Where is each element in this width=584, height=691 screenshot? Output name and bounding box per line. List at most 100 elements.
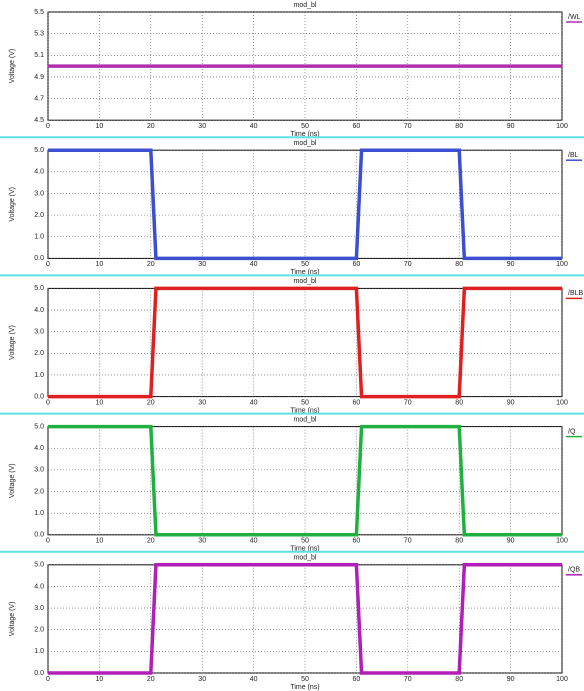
- y-axis-label: Voltage (V): [9, 49, 16, 84]
- y-tick-label: 5.0: [34, 147, 44, 154]
- x-axis-label: Time (ns): [290, 131, 319, 138]
- x-tick-label: 100: [556, 538, 568, 545]
- x-tick-label: 0: [46, 261, 50, 268]
- chart-title: mod_bl: [294, 2, 317, 9]
- legend-label: /BL: [568, 152, 579, 159]
- y-tick-label: 4.0: [34, 445, 44, 452]
- x-tick-label: 100: [556, 676, 568, 683]
- series-line: [48, 286, 562, 399]
- x-tick-label: 10: [96, 123, 104, 130]
- x-tick-label: 20: [147, 676, 155, 683]
- x-tick-label: 10: [96, 676, 104, 683]
- y-tick-label: 3.0: [34, 605, 44, 612]
- y-tick-label: 2.0: [34, 627, 44, 634]
- legend-label: /Q: [568, 428, 576, 435]
- chart-title: mod_bl: [294, 278, 317, 285]
- x-tick-label: 20: [147, 261, 155, 268]
- y-tick-label: 5.5: [34, 9, 44, 16]
- x-tick-label: 80: [455, 261, 463, 268]
- x-tick-label: 100: [556, 399, 568, 406]
- y-tick-label: 1.0: [34, 372, 44, 379]
- x-tick-label: 60: [353, 538, 361, 545]
- x-tick-label: 20: [147, 399, 155, 406]
- y-tick-label: 1.0: [34, 510, 44, 517]
- x-tick-label: 30: [198, 676, 206, 683]
- x-tick-label: 50: [301, 676, 309, 683]
- x-tick-label: 90: [507, 538, 515, 545]
- x-tick-label: 30: [198, 261, 206, 268]
- chart-title: mod_bl: [294, 140, 317, 147]
- y-tick-label: 1.0: [34, 648, 44, 655]
- x-tick-label: 80: [455, 676, 463, 683]
- x-tick-label: 80: [455, 538, 463, 545]
- x-axis-label: Time (ns): [290, 407, 319, 414]
- x-tick-label: 30: [198, 123, 206, 130]
- y-tick-label: 5.0: [34, 562, 44, 569]
- x-tick-label: 90: [507, 399, 515, 406]
- y-tick-label: 5.0: [34, 285, 44, 292]
- x-tick-label: 70: [404, 676, 412, 683]
- x-tick-label: 50: [301, 538, 309, 545]
- x-tick-label: 70: [404, 261, 412, 268]
- x-tick-label: 80: [455, 123, 463, 130]
- x-axis-label: Time (ns): [290, 269, 319, 276]
- y-tick-label: 0.0: [34, 532, 44, 539]
- x-tick-label: 70: [404, 399, 412, 406]
- x-tick-label: 50: [301, 399, 309, 406]
- x-tick-label: 60: [353, 676, 361, 683]
- x-tick-label: 40: [250, 123, 258, 130]
- y-tick-label: 2.0: [34, 212, 44, 219]
- x-tick-label: 60: [353, 261, 361, 268]
- y-tick-label: 4.5: [34, 117, 44, 124]
- x-tick-label: 0: [46, 123, 50, 130]
- y-axis-label: Voltage (V): [9, 325, 16, 360]
- y-tick-label: 4.0: [34, 307, 44, 314]
- x-tick-label: 0: [46, 538, 50, 545]
- chart-title: mod_bl: [294, 555, 317, 562]
- chart-title: mod_bl: [294, 416, 317, 423]
- series-line: [48, 424, 562, 537]
- x-tick-label: 90: [507, 123, 515, 130]
- x-tick-label: 0: [46, 676, 50, 683]
- y-tick-label: 4.7: [34, 95, 44, 102]
- x-tick-label: 50: [301, 261, 309, 268]
- x-tick-label: 90: [507, 261, 515, 268]
- series-line: [48, 563, 562, 675]
- x-tick-label: 20: [147, 538, 155, 545]
- y-tick-label: 4.0: [34, 169, 44, 176]
- x-tick-label: 0: [46, 399, 50, 406]
- x-tick-label: 60: [353, 399, 361, 406]
- x-tick-label: 40: [250, 261, 258, 268]
- y-tick-label: 0.0: [34, 393, 44, 400]
- x-tick-label: 70: [404, 538, 412, 545]
- x-axis-label: Time (ns): [290, 546, 319, 553]
- x-tick-label: 100: [556, 261, 568, 268]
- legend-label: /WL: [568, 14, 581, 21]
- y-tick-label: 2.0: [34, 488, 44, 495]
- x-tick-label: 50: [301, 123, 309, 130]
- y-tick-label: 1.0: [34, 234, 44, 241]
- y-tick-label: 5.1: [34, 52, 44, 59]
- y-axis-label: Voltage (V): [9, 463, 16, 498]
- x-tick-label: 90: [507, 676, 515, 683]
- x-tick-label: 60: [353, 123, 361, 130]
- x-tick-label: 30: [198, 399, 206, 406]
- y-axis-label: Voltage (V): [9, 602, 16, 637]
- x-tick-label: 20: [147, 123, 155, 130]
- series-line: [48, 148, 562, 261]
- y-tick-label: 2.0: [34, 350, 44, 357]
- x-tick-label: 100: [556, 123, 568, 130]
- x-tick-label: 40: [250, 538, 258, 545]
- x-axis-label: Time (ns): [290, 684, 319, 691]
- legend-label: /BLB: [568, 290, 584, 297]
- x-tick-label: 10: [96, 399, 104, 406]
- y-tick-label: 0.0: [34, 255, 44, 262]
- y-tick-label: 3.0: [34, 329, 44, 336]
- y-tick-label: 5.3: [34, 30, 44, 37]
- y-tick-label: 4.9: [34, 74, 44, 81]
- legend-label: /QB: [568, 567, 580, 574]
- x-tick-label: 10: [96, 538, 104, 545]
- x-tick-label: 40: [250, 676, 258, 683]
- y-tick-label: 3.0: [34, 467, 44, 474]
